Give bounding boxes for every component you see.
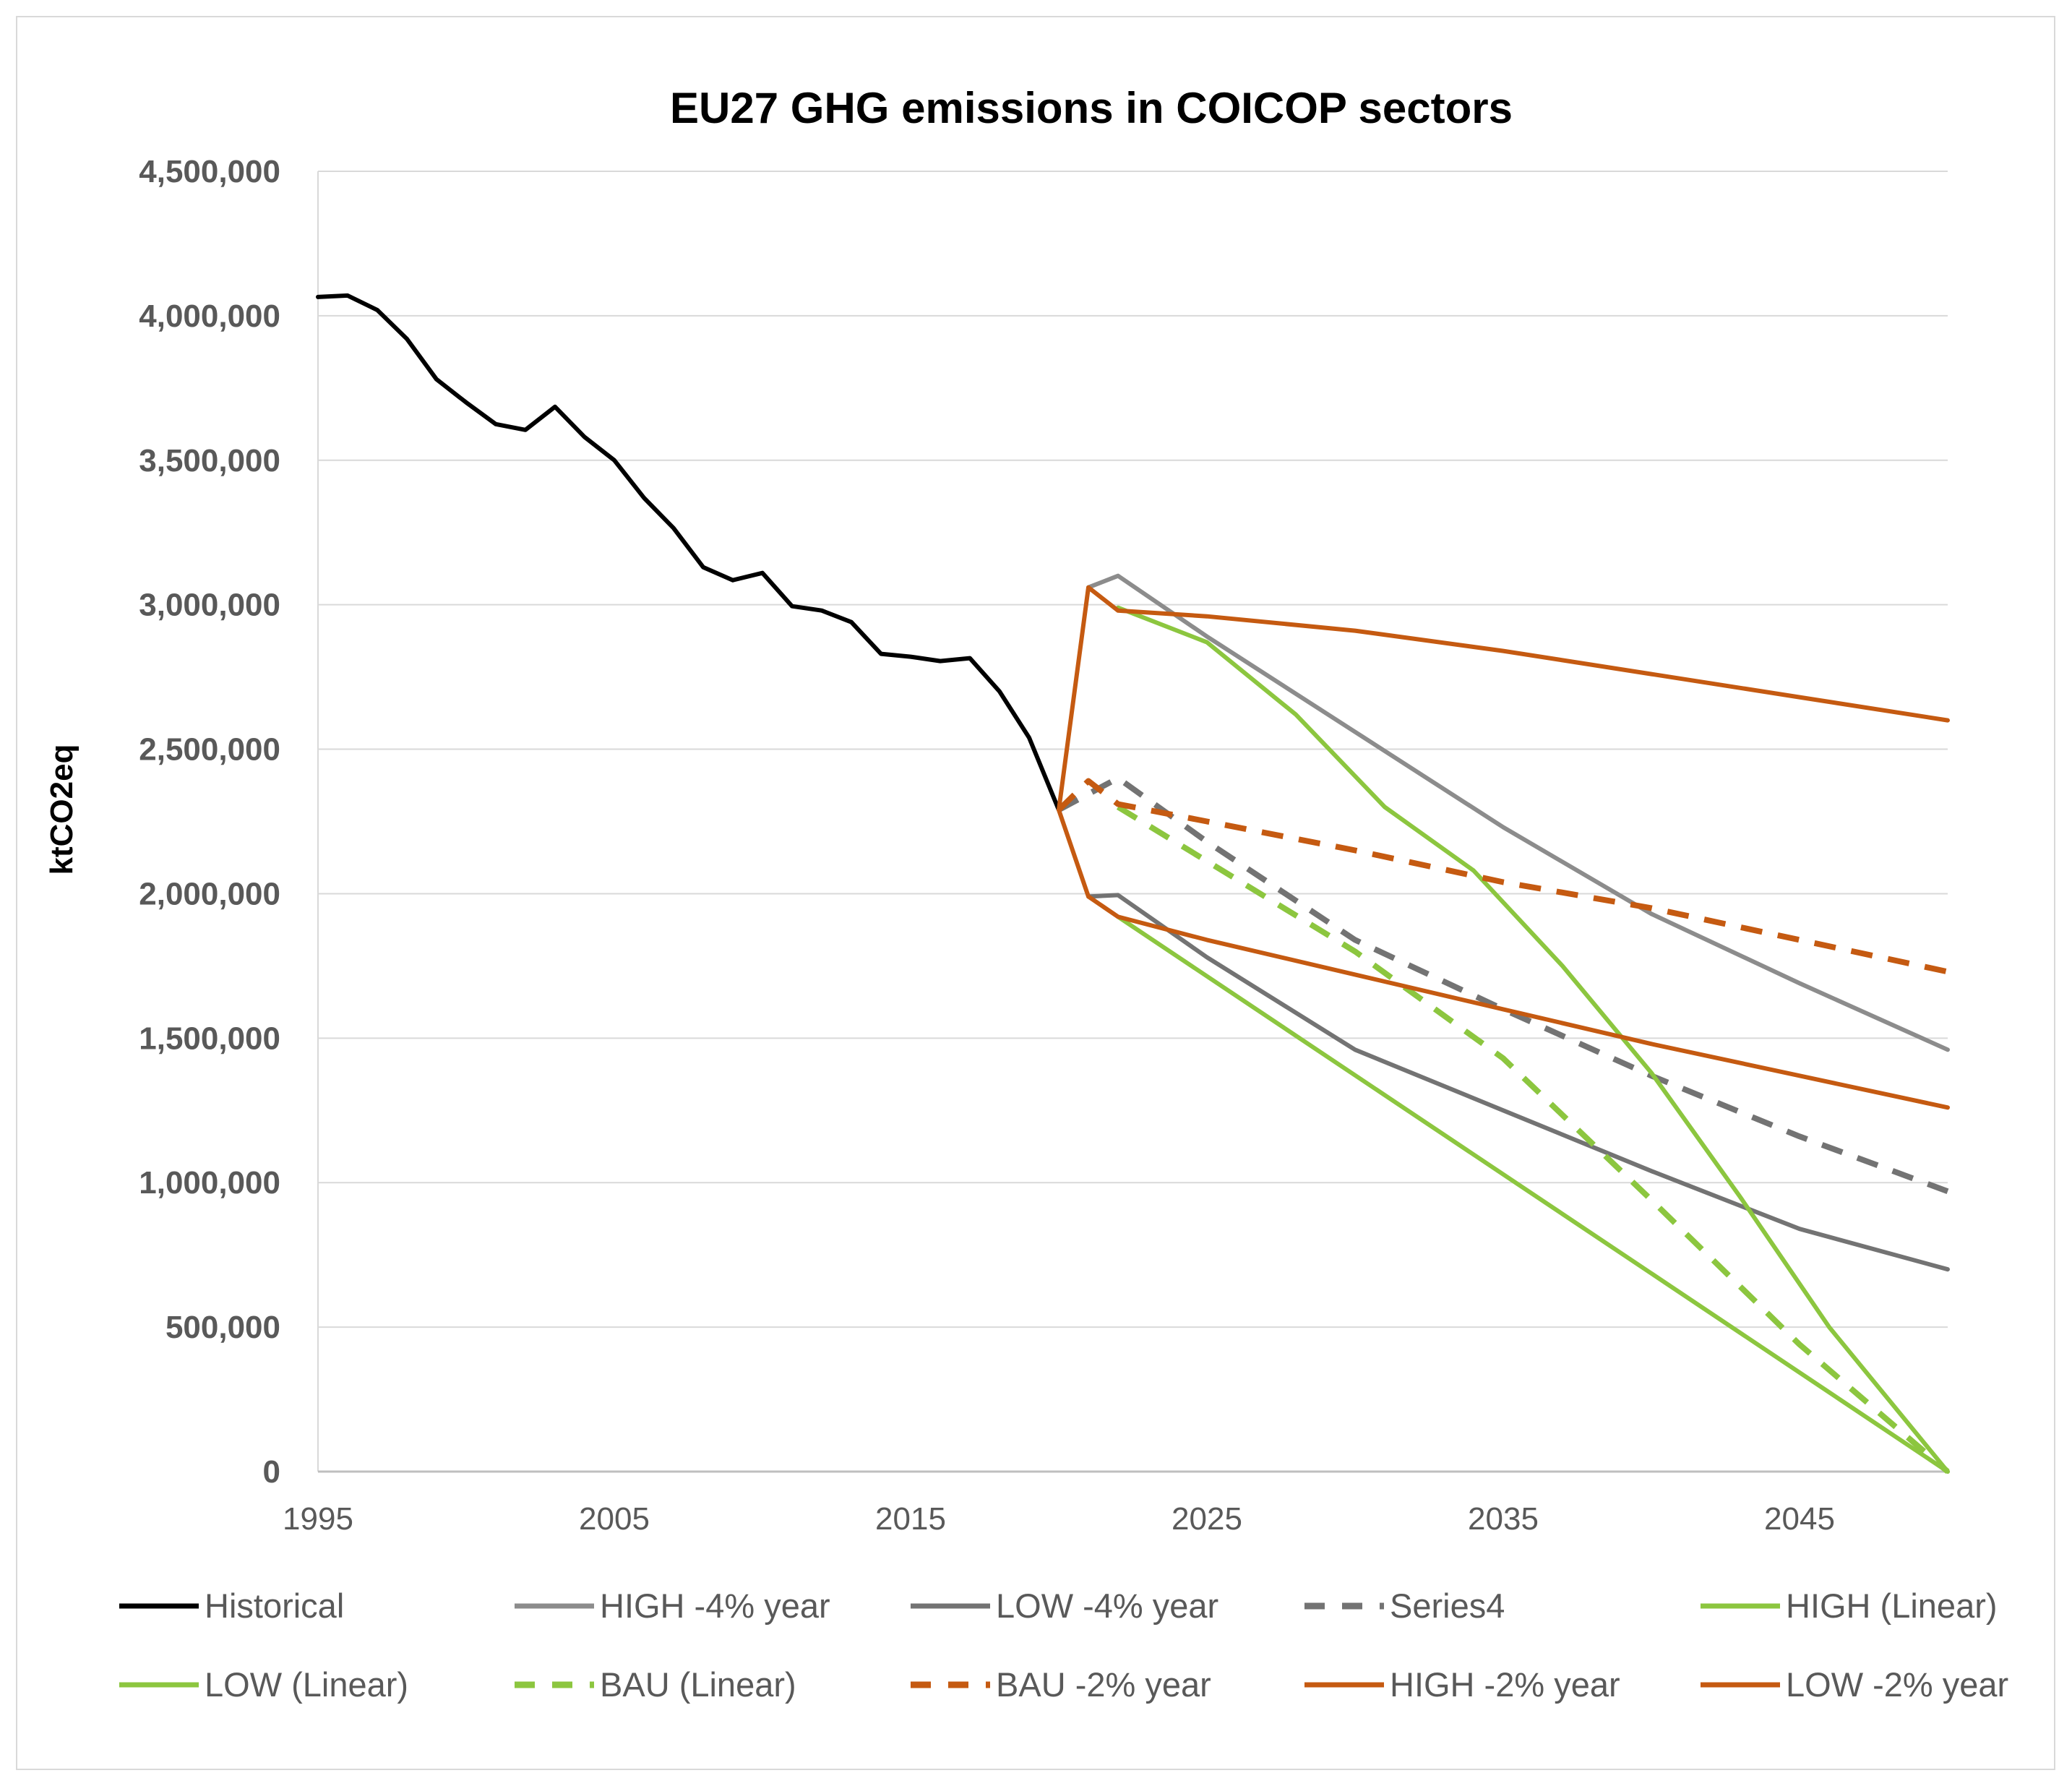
legend-label-historical: Historical [205,1587,344,1625]
series-line-historical [316,293,1061,812]
x-tick-label: 2025 [1172,1501,1242,1537]
grid-lines [317,171,1948,1472]
series-line-series4 [1057,775,1949,1194]
legend-label-low-4-year: LOW -4% year [996,1587,1218,1625]
y-tick-label: 4,500,000 [139,154,280,189]
x-tick-label: 2015 [875,1501,946,1537]
y-tick-label: 1,000,000 [139,1165,280,1201]
legend-label-high-linear: HIGH (Linear) [1786,1587,1998,1625]
x-tick-label: 1995 [283,1501,353,1537]
legend-label-high-2-year: HIGH -2% year [1390,1665,1620,1704]
legend-label-low-linear: LOW (Linear) [205,1665,408,1704]
x-tick-label: 2045 [1764,1501,1835,1537]
x-tick-label: 2035 [1468,1501,1539,1537]
series-line-low-4-year [1086,893,1950,1272]
series-line-high-linear [1116,605,1950,1474]
legend-label-low-2-year: LOW -2% year [1786,1665,2008,1704]
series-lines [316,293,1950,1474]
series-line-bau-2-year [1057,778,1948,975]
y-tick-label: 4,000,000 [139,299,280,334]
y-tick-label: 3,500,000 [139,443,280,478]
legend: Historical HIGH -4% year LOW -4% year Serie… [119,1587,2008,1704]
y-axis-tick-labels: 0 500,000 1,000,000 1,500,000 2,000,000 2,500… [139,154,280,1490]
chart-title: EU27 GHG emissions in COICOP sectors [670,84,1513,132]
legend-label-high-4-year: HIGH -4% year [600,1587,830,1625]
legend-label-series4: Series4 [1390,1587,1505,1625]
legend-label-bau-linear: BAU (Linear) [600,1665,796,1704]
y-axis-title: ktCO2eq [44,744,79,875]
series-line-bau-linear [1116,804,1950,1474]
y-tick-label: 1,500,000 [139,1021,280,1056]
series-line-high-2-year [1057,585,1950,812]
series-line-low-linear [1116,914,1950,1474]
x-axis-tick-labels: 1995 2005 2015 2025 2035 2045 [283,1501,1835,1537]
x-tick-label: 2005 [579,1501,650,1537]
y-tick-label: 2,000,000 [139,876,280,911]
y-tick-label: 0 [263,1454,280,1490]
y-tick-label: 500,000 [165,1310,280,1345]
y-tick-label: 2,500,000 [139,732,280,768]
y-tick-label: 3,000,000 [139,588,280,623]
series-line-high-4-year [1086,573,1950,1052]
legend-label-bau-2-year: BAU -2% year [996,1665,1211,1704]
chart-frame [16,16,2055,1770]
series-line-low-2-year [1057,807,1950,1110]
